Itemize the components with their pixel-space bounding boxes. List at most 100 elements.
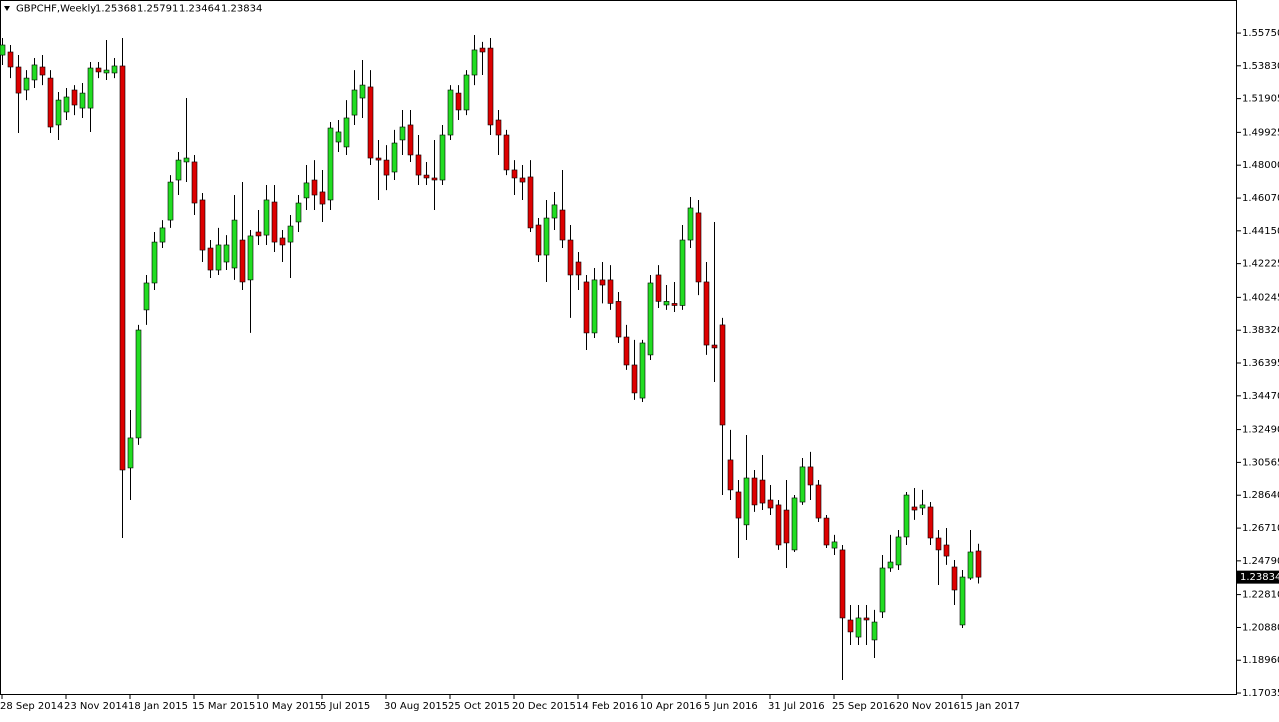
y-tick-label: 1.49925 <box>1242 127 1279 138</box>
x-tick-label: 31 Jul 2016 <box>768 701 825 712</box>
y-tick-label: 1.53830 <box>1242 61 1279 72</box>
candle-body <box>231 219 238 269</box>
candle-body <box>135 329 142 439</box>
menu-arrow[interactable] <box>4 6 10 11</box>
candle-body <box>663 301 670 306</box>
y-tick-label: 1.38320 <box>1242 325 1279 336</box>
candle-body <box>463 74 470 111</box>
candle-body <box>575 261 582 276</box>
y-tick-label: 1.18960 <box>1242 655 1279 666</box>
x-tick-label: 30 Aug 2015 <box>384 701 448 712</box>
candle-body <box>975 550 982 578</box>
candle-body <box>199 199 206 251</box>
candle-body <box>935 537 942 551</box>
y-tick-label: 1.44150 <box>1242 226 1279 237</box>
y-tick-label: 1.24790 <box>1242 556 1279 567</box>
candle-body <box>783 509 790 544</box>
candle-body <box>727 459 734 491</box>
x-tick-label: 20 Dec 2015 <box>512 701 576 712</box>
candle-body <box>247 235 254 281</box>
candle-body <box>815 484 822 519</box>
candle-body <box>383 159 390 176</box>
candle-body <box>711 344 718 349</box>
candle-body <box>679 239 686 306</box>
candle-body <box>951 566 958 591</box>
candle-body <box>343 117 350 148</box>
candle-body <box>759 479 766 504</box>
y-tick-label: 1.22810 <box>1242 590 1279 601</box>
y-tick-label: 1.51905 <box>1242 94 1279 105</box>
candle-body <box>447 89 454 136</box>
candle-body <box>527 176 534 229</box>
candle-body <box>615 301 622 338</box>
candle-body <box>567 239 574 276</box>
y-tick-label: 1.17035 <box>1242 688 1279 699</box>
x-tick-label: 23 Nov 2014 <box>64 701 128 712</box>
header-open: 1.25368 <box>95 4 136 15</box>
price-label-bg <box>1237 570 1279 584</box>
x-tick-label: 25 Oct 2015 <box>448 701 510 712</box>
y-tick-label: 1.32490 <box>1242 425 1279 436</box>
candle-body <box>591 279 598 334</box>
candle-body <box>407 124 414 156</box>
plot-frame <box>0 0 1237 695</box>
candle-body <box>167 181 174 221</box>
y-tick-label: 1.42225 <box>1242 259 1279 270</box>
candle-body <box>607 279 614 304</box>
candle-body <box>207 247 214 271</box>
candle-body <box>7 51 14 68</box>
candle-body <box>71 89 78 106</box>
candle-body <box>87 67 94 109</box>
candle-body <box>55 99 62 126</box>
candle-body <box>631 364 638 394</box>
candle-body <box>455 92 462 111</box>
x-tick-label: 20 Nov 2016 <box>896 701 960 712</box>
y-tick-label: 1.26710 <box>1242 523 1279 534</box>
candle-body <box>327 127 334 201</box>
candle-body <box>687 207 694 241</box>
candle-body <box>303 182 310 199</box>
candle-body <box>583 281 590 334</box>
candle-body <box>927 506 934 539</box>
y-tick-label: 1.55750 <box>1242 28 1279 39</box>
candle-body <box>391 142 398 173</box>
candle-body <box>23 77 30 91</box>
y-tick-label: 1.30565 <box>1242 457 1279 468</box>
x-tick-label: 5 Jun 2016 <box>704 701 758 712</box>
x-tick-label: 25 Sep 2016 <box>832 701 895 712</box>
y-tick-label: 1.46070 <box>1242 193 1279 204</box>
candle-body <box>399 126 406 141</box>
candle-body <box>559 209 566 241</box>
candle-body <box>519 177 526 183</box>
y-tick-label: 1.20880 <box>1242 622 1279 633</box>
chart-title: GBPCHF,Weekly <box>16 4 96 15</box>
candle-body <box>639 342 646 399</box>
x-tick-label: 28 Sep 2014 <box>0 701 63 712</box>
candle-body <box>311 179 318 196</box>
candle-body <box>439 134 446 181</box>
candle-body <box>431 177 438 181</box>
candle-body <box>287 225 294 243</box>
candle-body <box>471 49 478 76</box>
candle-body <box>223 244 230 263</box>
candle-body <box>415 154 422 176</box>
candle-body <box>535 224 542 256</box>
candle-body <box>79 92 86 109</box>
candle-body <box>95 67 102 73</box>
candle-body <box>15 66 22 94</box>
candle-body <box>823 517 830 546</box>
candle-body <box>255 231 262 237</box>
candle-body <box>839 549 846 619</box>
candle-body <box>623 336 630 366</box>
candle-body <box>775 504 782 546</box>
y-tick-label: 1.34470 <box>1242 391 1279 402</box>
header-high: 1.25791 <box>137 4 178 15</box>
candle-body <box>103 69 110 74</box>
candle-body <box>479 47 486 53</box>
candle-body <box>487 47 494 126</box>
x-tick-label: 15 Jan 2017 <box>960 701 1020 712</box>
candle-body <box>967 551 974 579</box>
candle-body <box>647 282 654 356</box>
